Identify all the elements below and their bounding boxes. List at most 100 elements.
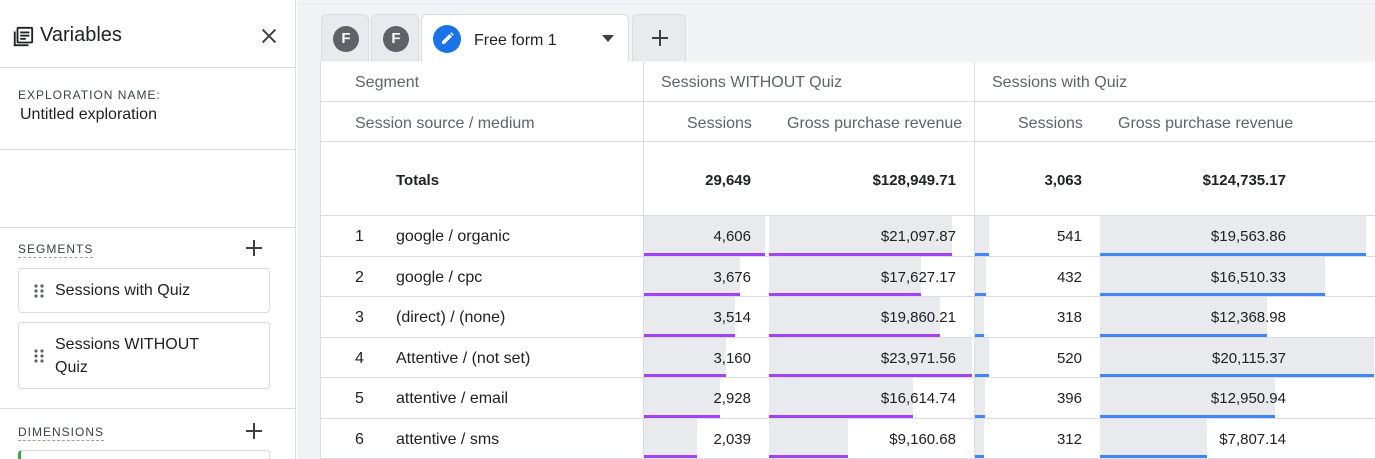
bar-indicator <box>975 293 986 296</box>
bar-background <box>769 256 921 296</box>
exploration-name-input[interactable]: Untitled exploration <box>20 106 157 123</box>
row-divider <box>321 417 1375 419</box>
segment-header: Segment <box>355 74 420 91</box>
bar-background <box>769 418 848 458</box>
tab-free-form-other[interactable]: F <box>371 14 419 61</box>
bar-indicator <box>975 252 989 256</box>
bar-background <box>1100 337 1374 377</box>
bar-indicator <box>644 252 765 256</box>
row-dimension-value[interactable]: attentive / email <box>396 390 509 407</box>
row-index: 6 <box>355 430 364 448</box>
bar-indicator <box>1100 293 1325 296</box>
bar-indicator <box>1100 333 1267 337</box>
date-range-area <box>0 150 295 228</box>
row-dimension-value[interactable]: attentive / sms <box>396 430 500 448</box>
tab-free-form-1[interactable]: Free form 1 <box>421 14 629 62</box>
row-dimension-value[interactable]: google / cpc <box>396 268 483 286</box>
metric-value: 4,606 <box>713 228 751 245</box>
dimension-header[interactable]: Session source / medium <box>355 115 535 132</box>
bar-background <box>975 418 984 458</box>
variables-panel: Variables EXPLORATION NAME: Untitled exp… <box>0 0 296 459</box>
total-value: $124,735.17 <box>1202 172 1286 189</box>
metric-value: $21,097.87 <box>880 228 956 245</box>
bar-indicator <box>769 455 848 458</box>
metric-header-sessions[interactable]: Sessions <box>687 115 752 132</box>
group-header-without-quiz[interactable]: Sessions WITHOUT Quiz <box>661 74 843 91</box>
metric-value: 3,676 <box>713 268 751 286</box>
bar-background <box>769 337 972 377</box>
bar-indicator <box>644 455 697 458</box>
table-row[interactable]: 1 google / organic 4,606 $21,097.87 541 $19,5… <box>321 216 1375 257</box>
dimension-chip[interactable] <box>18 450 270 459</box>
bar-indicator <box>975 333 984 337</box>
row-index: 1 <box>355 228 364 245</box>
bar-indicator <box>644 414 720 418</box>
chevron-down-icon[interactable] <box>602 35 614 43</box>
tab-label: Free form 1 <box>474 32 557 49</box>
metric-value: $20,115.37 <box>1212 349 1286 367</box>
row-index: 2 <box>355 268 364 286</box>
drag-handle-icon[interactable] <box>33 283 45 299</box>
row-dimension-value[interactable]: Attentive / (not set) <box>396 349 531 367</box>
add-segment-icon[interactable] <box>244 238 264 258</box>
bar-background <box>1100 418 1207 458</box>
metric-value: 2,039 <box>713 430 751 448</box>
metric-value: $9,160.68 <box>889 430 956 448</box>
bar-indicator <box>1100 414 1275 418</box>
table-row[interactable]: 3 (direct) / (none) 3,514 $19,860.21 318 $12,… <box>321 297 1375 338</box>
metric-value: 3,160 <box>713 349 751 367</box>
drag-handle-icon[interactable] <box>33 348 45 364</box>
metric-value: $12,368.98 <box>1210 309 1286 326</box>
total-value: $128,949.71 <box>872 172 956 189</box>
table-row[interactable]: 5 attentive / email 2,928 $16,614.74 396 $12,… <box>321 378 1375 419</box>
bar-background <box>975 256 986 296</box>
metric-value: $16,510.33 <box>1210 268 1286 286</box>
table-row[interactable]: 6 attentive / sms 2,039 $9,160.68 312 $7,807.… <box>321 418 1375 459</box>
bar-indicator <box>644 333 735 337</box>
total-value: 29,649 <box>705 172 751 189</box>
metric-header-revenue[interactable]: Gross purchase revenue <box>787 115 963 132</box>
bar-background <box>1100 256 1325 296</box>
table-row[interactable]: 4 Attentive / (not set) 3,160 $23,971.56 520… <box>321 337 1375 378</box>
dimensions-section: DIMENSIONS <box>0 408 295 459</box>
table-row[interactable]: 2 google / cpc 3,676 $17,627.17 432 $16,510.3… <box>321 256 1375 297</box>
canvas-area: F F Free form 1 Segment Sessions WITHOUT… <box>297 0 1375 459</box>
row-index: 5 <box>355 390 364 407</box>
metric-value: $12,950.94 <box>1210 390 1286 407</box>
segment-chip-sessions-without-quiz[interactable]: Sessions WITHOUT Quiz <box>18 322 270 389</box>
metric-header-revenue[interactable]: Gross purchase revenue <box>1118 115 1294 132</box>
close-icon[interactable] <box>258 25 280 47</box>
metric-value: $23,971.56 <box>880 349 956 367</box>
segments-label: SEGMENTS <box>18 242 94 258</box>
bar-background <box>1100 378 1275 418</box>
free-form-table: Segment Sessions WITHOUT Quiz Sessions w… <box>320 62 1375 459</box>
segment-chip-label: Sessions WITHOUT Quiz <box>55 335 199 376</box>
row-index: 4 <box>355 349 364 367</box>
row-dimension-value[interactable]: (direct) / (none) <box>396 309 506 326</box>
bar-indicator <box>644 293 740 296</box>
metric-value: 432 <box>1056 268 1082 286</box>
column-divider <box>643 62 644 459</box>
tab-segment-overlap[interactable]: F <box>321 14 369 61</box>
tab-avatar: F <box>383 26 409 52</box>
total-value: 3,063 <box>1044 172 1082 189</box>
metric-value: 312 <box>1056 430 1082 448</box>
metric-header-sessions[interactable]: Sessions <box>1018 115 1083 132</box>
row-divider <box>321 296 1375 297</box>
group-header-with-quiz[interactable]: Sessions with Quiz <box>992 74 1128 91</box>
top-divider <box>297 0 1375 4</box>
add-tab-button[interactable] <box>632 14 686 61</box>
bar-background <box>975 337 989 377</box>
segment-chip-sessions-with-quiz[interactable]: Sessions with Quiz <box>18 268 270 313</box>
bar-background <box>975 216 989 256</box>
row-dimension-value[interactable]: google / organic <box>396 228 510 245</box>
column-divider <box>974 62 975 459</box>
bar-indicator <box>975 414 985 418</box>
bar-background <box>644 378 720 418</box>
bar-background <box>644 297 735 337</box>
metric-value: 396 <box>1056 390 1082 407</box>
add-dimension-icon[interactable] <box>244 421 264 441</box>
edit-pencil-icon[interactable] <box>433 25 461 53</box>
metric-value: 318 <box>1056 309 1082 326</box>
variables-icon <box>13 26 34 47</box>
